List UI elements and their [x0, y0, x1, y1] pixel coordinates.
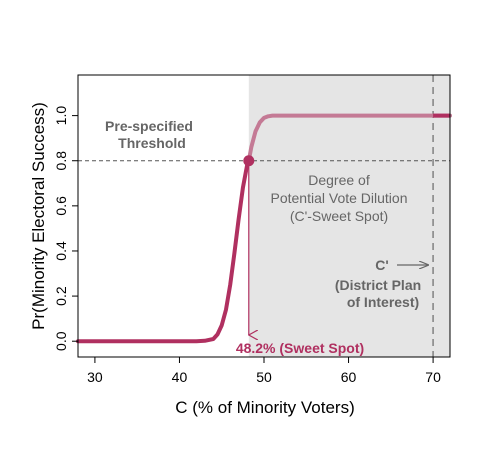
y-tick-label: 0.0 [53, 331, 69, 351]
threshold-annotation-line1: Pre-specified [105, 118, 193, 134]
y-axis: 0.0 0.2 0.4 0.6 0.8 1.0 [53, 106, 78, 351]
y-tick-label: 0.4 [53, 241, 69, 261]
x-tick-label: 70 [425, 369, 441, 385]
y-tick-label: 0.2 [53, 286, 69, 306]
dilution-annotation-line1: Degree of [308, 172, 370, 188]
x-axis-title: C (% of Minority Voters) [175, 398, 355, 417]
y-tick-label: 0.6 [53, 196, 69, 216]
sweet-spot-point [243, 155, 255, 167]
threshold-annotation-line2: Threshold [118, 135, 186, 151]
curve-group [76, 113, 452, 344]
x-axis: 30 40 50 60 70 [87, 357, 441, 385]
x-tick-label: 60 [341, 369, 357, 385]
x-tick-label: 40 [172, 369, 188, 385]
y-tick-label: 0.8 [53, 151, 69, 171]
x-tick-label: 50 [256, 369, 272, 385]
district-annotation-line1: C' [375, 257, 388, 273]
dilution-annotation-line2: Potential Vote Dilution [271, 190, 408, 206]
district-annotation-line3: of Interest) [347, 294, 419, 310]
x-tick-label: 30 [87, 369, 103, 385]
curve-series-right [246, 113, 452, 163]
district-annotation-line2: (District Plan [335, 277, 421, 293]
curve-series-left [76, 158, 251, 344]
dilution-annotation-line3: (C'-Sweet Spot) [290, 208, 388, 224]
y-tick-label: 1.0 [53, 106, 69, 126]
y-axis-title: Pr(Minority Electoral Success) [29, 102, 48, 330]
sweet-spot-label: 48.2% (Sweet Spot) [236, 340, 364, 356]
shaded-dilution-region [248, 75, 450, 357]
